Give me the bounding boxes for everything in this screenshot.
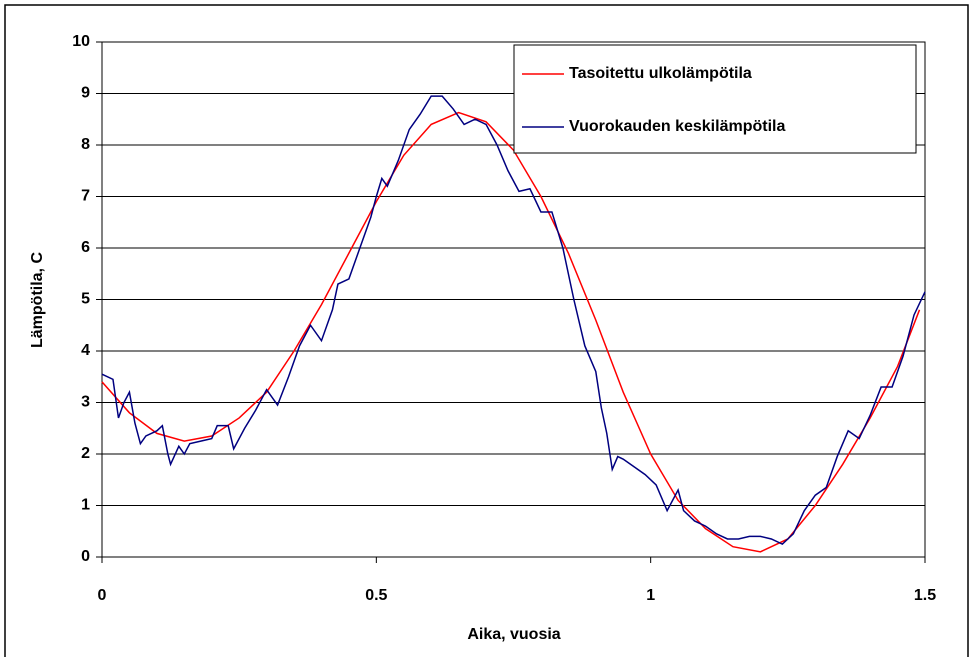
y-tick-label: 6 <box>81 239 90 256</box>
y-axis-label: Lämpötila, C <box>29 252 46 348</box>
legend-label: Vuorokauden keskilämpötila <box>569 118 785 135</box>
x-axis-label: Aika, vuosia <box>467 626 560 643</box>
y-tick-label: 8 <box>81 136 90 153</box>
y-tick-label: 7 <box>81 188 90 205</box>
y-tick-label: 5 <box>81 291 90 308</box>
plot-area <box>101 41 926 558</box>
y-tick-label: 2 <box>81 445 90 462</box>
y-tick-label: 3 <box>81 394 90 411</box>
y-tick-label: 9 <box>81 85 90 102</box>
y-tick-label: 1 <box>81 497 90 514</box>
x-tick-label: 1 <box>646 587 655 604</box>
x-tick-label: 0.5 <box>365 587 387 604</box>
legend-label: Tasoitettu ulkolämpötila <box>569 65 752 82</box>
legend-box <box>513 44 917 154</box>
y-tick-label: 4 <box>81 342 90 359</box>
x-tick-label: 0 <box>98 587 107 604</box>
y-tick-label: 10 <box>72 33 90 50</box>
series-line <box>101 95 926 546</box>
x-tick-label: 1.5 <box>914 587 936 604</box>
y-tick-label: 0 <box>81 548 90 565</box>
